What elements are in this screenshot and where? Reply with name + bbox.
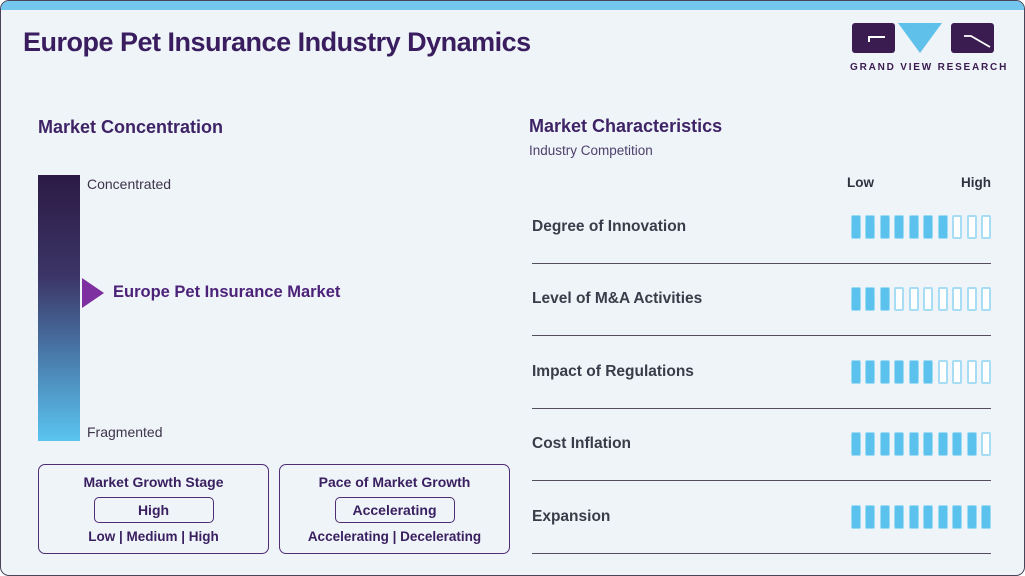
tick-filled [865, 359, 875, 384]
characteristic-row: Cost Inflation [532, 409, 991, 481]
tick-filled [923, 214, 933, 239]
tick-empty [908, 287, 919, 312]
tick-filled [952, 432, 962, 457]
tick-filled [879, 214, 890, 239]
tick-empty [952, 359, 962, 384]
rating-ticks [850, 504, 991, 529]
tick-filled [879, 504, 890, 529]
rating-scale-labels: Low High [847, 175, 991, 190]
tick-filled [850, 214, 861, 239]
characteristic-row: Expansion [532, 481, 991, 554]
tick-filled [850, 287, 861, 312]
tick-filled [937, 504, 948, 529]
tick-filled [865, 432, 875, 457]
gvr-logo-icon [852, 23, 994, 53]
tick-empty [952, 287, 962, 312]
tick-empty [966, 214, 977, 239]
tick-filled [865, 504, 875, 529]
tick-filled [850, 504, 861, 529]
growth-stage-value: High [93, 496, 214, 523]
tick-filled [966, 432, 977, 457]
tick-filled [937, 432, 948, 457]
grand-view-research-logo: GRAND VIEW RESEARCH [850, 23, 1009, 73]
tick-filled [865, 214, 875, 239]
rating-ticks [850, 214, 991, 239]
characteristic-label: Impact of Regulations [532, 362, 694, 380]
growth-pace-options: Accelerating | Decelerating [307, 529, 482, 544]
tick-filled [908, 359, 919, 384]
tick-filled [894, 214, 904, 239]
tick-filled [952, 504, 962, 529]
page-title: Europe Pet Insurance Industry Dynamics [23, 27, 531, 57]
tick-filled [879, 359, 890, 384]
tick-empty [981, 287, 991, 312]
tick-filled [923, 432, 933, 457]
pace-of-growth-box: Pace of Market Growth Accelerating Accel… [279, 464, 510, 554]
tick-filled [908, 432, 919, 457]
tick-empty [952, 214, 962, 239]
tick-filled [923, 504, 933, 529]
tick-filled [908, 214, 919, 239]
rating-ticks [850, 432, 991, 457]
tick-empty [937, 359, 948, 384]
rating-ticks [850, 359, 991, 384]
characteristic-row: Degree of Innovation [532, 191, 991, 264]
characteristic-label: Expansion [532, 507, 611, 525]
scale-low-label: Low [847, 175, 874, 190]
tick-filled [966, 504, 977, 529]
characteristic-label: Cost Inflation [532, 435, 632, 453]
tick-empty [966, 359, 977, 384]
top-accent-bar [1, 1, 1024, 10]
tick-filled [850, 359, 861, 384]
tick-empty [937, 287, 948, 312]
tick-empty [923, 287, 933, 312]
market-growth-stage-box: Market Growth Stage High Low | Medium | … [38, 464, 269, 554]
tick-filled [937, 214, 948, 239]
tick-filled [923, 359, 933, 384]
tick-empty [981, 432, 991, 457]
characteristic-label: Degree of Innovation [532, 217, 687, 235]
concentration-gradient-bar [38, 175, 80, 441]
market-concentration-heading: Market Concentration [38, 117, 224, 137]
tick-empty [966, 287, 977, 312]
tick-empty [981, 214, 991, 239]
growth-stage-title: Market Growth Stage [83, 474, 224, 490]
tick-empty [894, 287, 904, 312]
characteristic-label: Level of M&A Activities [532, 290, 703, 308]
industry-competition-subheading: Industry Competition [529, 143, 653, 158]
market-position-label: Europe Pet Insurance Market [113, 283, 341, 301]
growth-stage-options: Low | Medium | High [88, 529, 219, 544]
tick-empty [981, 359, 991, 384]
tick-filled [894, 432, 904, 457]
rating-ticks [850, 287, 991, 312]
growth-pace-title: Pace of Market Growth [318, 474, 471, 490]
tick-filled [894, 504, 904, 529]
tick-filled [865, 287, 875, 312]
characteristic-row: Impact of Regulations [532, 336, 991, 409]
market-characteristics-heading: Market Characteristics [529, 116, 723, 136]
tick-filled [850, 432, 861, 457]
logo-wordmark: GRAND VIEW RESEARCH [850, 62, 1009, 73]
concentrated-label: Concentrated [87, 176, 172, 192]
tick-filled [879, 432, 890, 457]
tick-filled [879, 287, 890, 312]
market-position-arrow-icon [82, 278, 104, 308]
growth-pace-value: Accelerating [334, 496, 455, 523]
characteristics-rows: Degree of Innovation Level of M&A Activit… [532, 191, 991, 554]
characteristic-row: Level of M&A Activities [532, 264, 991, 336]
scale-high-label: High [961, 175, 991, 190]
fragmented-label: Fragmented [87, 424, 163, 440]
tick-filled [908, 504, 919, 529]
tick-filled [981, 504, 991, 529]
tick-filled [894, 359, 904, 384]
